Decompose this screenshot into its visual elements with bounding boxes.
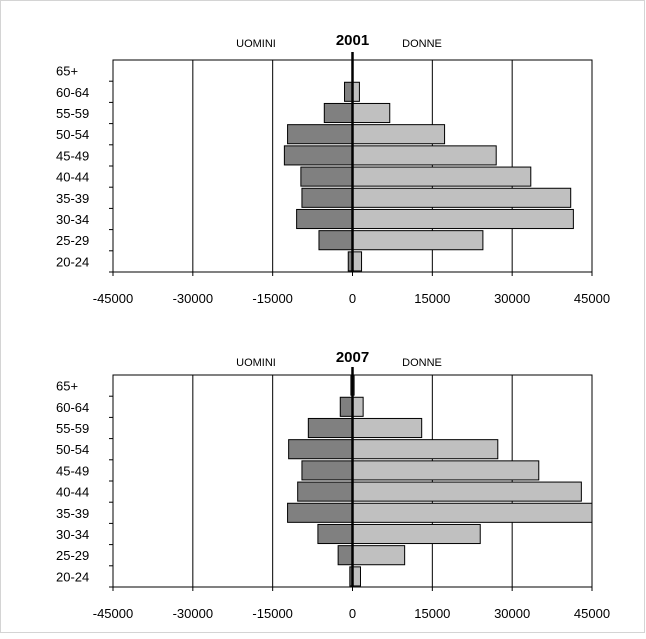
chart-1-category-label: 45-49 — [56, 148, 89, 163]
chart-2-bar-uomini — [307, 417, 354, 439]
chart-1-x-tick-label: -15000 — [252, 291, 292, 306]
chart-1-x-tick-label: -45000 — [93, 291, 133, 306]
chart-2-bar-donne — [352, 439, 499, 460]
chart-2-x-tick-label: 45000 — [574, 606, 610, 621]
chart-2-x-tick-label: -15000 — [252, 606, 292, 621]
chart-2-bar-donne — [352, 523, 481, 545]
chart-2-x-tick-label: 15000 — [414, 606, 450, 621]
chart-1-x-tick-label: 0 — [349, 291, 356, 306]
chart-1-bar-donne — [352, 166, 532, 187]
chart-2-bar-uomini — [339, 396, 353, 417]
chart-1-category-label: 60-64 — [56, 85, 89, 100]
chart-2-category-label: 50-54 — [56, 442, 89, 457]
chart-2-x-tick-label: -30000 — [173, 606, 213, 621]
chart-2-category-label: 25-29 — [56, 548, 89, 563]
chart-2-category-label: 35-39 — [56, 506, 89, 521]
chart-1-bar-donne — [352, 102, 391, 124]
chart-2-category-label: 30-34 — [56, 527, 89, 542]
chart-2-category-label: 40-44 — [56, 485, 89, 500]
chart-1-bar-donne — [352, 208, 574, 230]
chart-1-x-tick-label: 30000 — [494, 291, 530, 306]
chart-1-bar-uomini — [323, 102, 354, 124]
chart-2-category-label: 45-49 — [56, 463, 89, 478]
chart-1-bar-uomini — [301, 187, 354, 208]
chart-1-bar-donne — [352, 230, 484, 251]
chart-2-category-label: 60-64 — [56, 400, 89, 415]
chart-2-bar-donne — [352, 460, 540, 481]
chart-1-category-label: 35-39 — [56, 191, 89, 206]
chart-2-bar-donne — [352, 396, 364, 417]
chart-1-left-label: UOMINI — [236, 38, 276, 50]
chart-1-category-label: 30-34 — [56, 212, 89, 227]
chart-1-x-tick-label: 15000 — [414, 291, 450, 306]
chart-2-bar-donne — [352, 502, 593, 523]
chart-2-bar-uomini — [337, 545, 354, 566]
chart-2-category-label: 55-59 — [56, 421, 89, 436]
chart-2-right-label: DONNE — [402, 357, 442, 369]
chart-1-right-label: DONNE — [402, 38, 442, 50]
chart-1-bar-donne — [352, 124, 446, 145]
chart-1-category-label: 25-29 — [56, 233, 89, 248]
chart-1-category-label: 40-44 — [56, 170, 89, 185]
chart-2-x-tick-label: 30000 — [494, 606, 530, 621]
chart-1-bar-uomini — [300, 166, 354, 187]
chart-1-category-label: 20-24 — [56, 254, 89, 269]
chart-1-bar-uomini — [318, 230, 353, 251]
chart-2-bar-uomini — [287, 502, 353, 523]
chart-1-category-label: 55-59 — [56, 106, 89, 121]
chart-2-x-tick-label: 0 — [349, 606, 356, 621]
chart-2-bar-donne — [352, 481, 582, 502]
chart-1-bar-donne — [352, 251, 363, 272]
chart-2-bar-uomini — [297, 481, 354, 502]
chart-2-bar-donne — [352, 417, 423, 439]
chart-2-left-label: UOMINI — [236, 357, 276, 369]
chart-1-x-tick-label: 45000 — [574, 291, 610, 306]
chart-2-bar-uomini — [317, 523, 353, 545]
chart-2-category-label: 20-24 — [56, 569, 89, 584]
chart-1-bar-donne — [352, 145, 497, 166]
chart-2-bar-uomini — [288, 439, 353, 460]
chart-1-bar-uomini — [283, 145, 353, 166]
chart-2-x-tick-label: -45000 — [93, 606, 133, 621]
chart-2-bar-donne — [352, 545, 406, 566]
chart-2-category-label: 65+ — [56, 379, 78, 394]
chart-1-bar-donne — [352, 187, 572, 208]
chart-1-bar-uomini — [296, 208, 354, 230]
chart-1-category-label: 65+ — [56, 64, 78, 79]
chart-2-title: 2007 — [336, 349, 369, 366]
chart-1-category-label: 50-54 — [56, 127, 89, 142]
chart-1-bar-uomini — [287, 124, 353, 145]
chart-2-bar-uomini — [301, 460, 354, 481]
chart-1-title: 2001 — [336, 32, 369, 49]
chart-1-x-tick-label: -30000 — [173, 291, 213, 306]
